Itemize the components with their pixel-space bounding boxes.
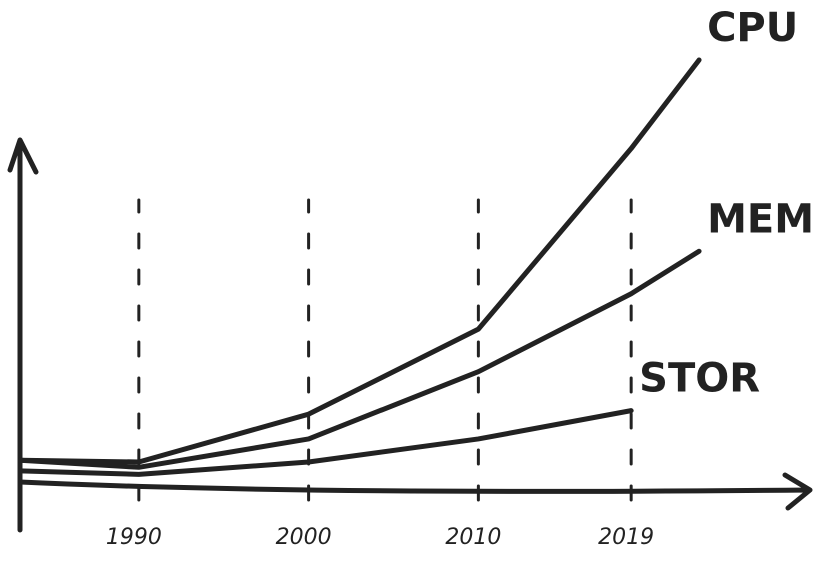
series-label: CPU xyxy=(707,5,798,51)
x-axis xyxy=(17,472,813,511)
x-tick-label: 1990 xyxy=(106,525,162,550)
x-tick-label: 2010 xyxy=(445,525,501,550)
x-tick-label: 2019 xyxy=(598,525,654,550)
line xyxy=(17,408,634,477)
y-axis xyxy=(7,137,39,533)
axes xyxy=(7,137,813,533)
line xyxy=(17,57,702,465)
line xyxy=(17,248,702,470)
series-label: MEM xyxy=(707,196,814,242)
series-label: STOR xyxy=(639,356,760,402)
x-tick-label: 2000 xyxy=(276,525,332,550)
